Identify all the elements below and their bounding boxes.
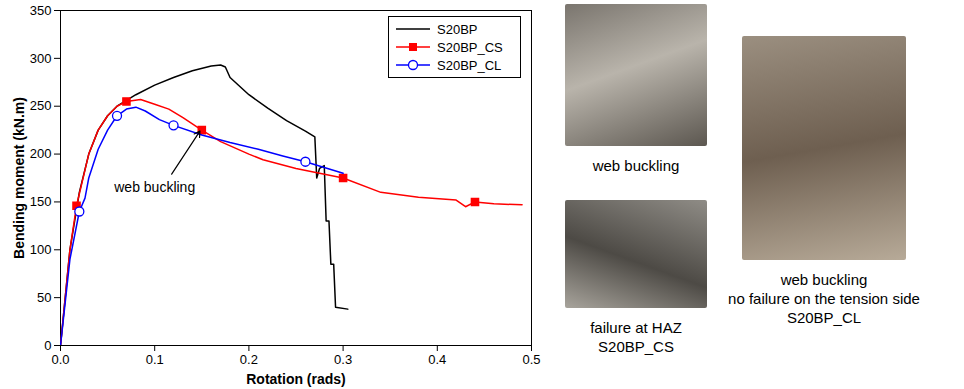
svg-text:0.5: 0.5 xyxy=(522,352,540,367)
html-text:web buckling: web buckling xyxy=(592,157,680,174)
html-text:S20BP_CL: S20BP_CL xyxy=(786,309,862,326)
html-text:S20BP_CS: S20BP_CS xyxy=(598,338,674,355)
svg-text:100: 100 xyxy=(30,242,52,257)
svg-text:350: 350 xyxy=(30,3,52,18)
svg-text:300: 300 xyxy=(30,51,52,66)
html-text:S20BP_CL: S20BP_CL xyxy=(437,57,502,73)
svg-text:0.2: 0.2 xyxy=(240,352,258,367)
svg-text:150: 150 xyxy=(30,194,52,209)
svg-text:250: 250 xyxy=(30,98,52,113)
html-text:web buckling: web buckling xyxy=(780,271,868,288)
svg-text:200: 200 xyxy=(30,146,52,161)
html-text:no failure on the tension side: no failure on the tension side xyxy=(728,290,920,307)
svg-text:0.4: 0.4 xyxy=(428,352,446,367)
svg-text:Bending moment (kN.m): Bending moment (kN.m) xyxy=(11,97,27,259)
html-text:failure at HAZ: failure at HAZ xyxy=(590,319,682,336)
svg-text:0.0: 0.0 xyxy=(51,352,69,367)
svg-text:0.3: 0.3 xyxy=(334,352,352,367)
svg-text:0.1: 0.1 xyxy=(146,352,164,367)
svg-text:0: 0 xyxy=(44,338,51,353)
svg-text:web buckling: web buckling xyxy=(113,179,195,195)
html-text:S20BP: S20BP xyxy=(437,21,478,37)
svg-text:Rotation (rads): Rotation (rads) xyxy=(246,371,346,387)
html-text:S20BP_CS: S20BP_CS xyxy=(437,39,503,55)
svg-text:50: 50 xyxy=(37,290,51,305)
